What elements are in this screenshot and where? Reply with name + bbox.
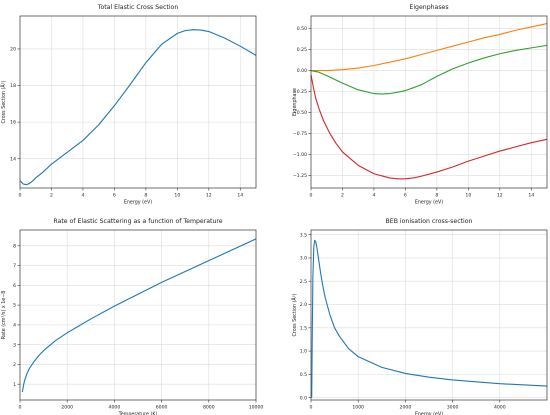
x-tick-label: 8000: [203, 405, 215, 411]
x-tick-label: 3000: [447, 405, 459, 411]
y-tick-label: 2.0: [300, 302, 307, 308]
plot-area: [311, 230, 547, 400]
x-tick-label: 12: [206, 193, 212, 199]
y-tick-label: 0.50: [297, 26, 307, 32]
y-tick-label: 3.0: [300, 256, 307, 262]
y-tick-label: 16: [10, 120, 16, 126]
x-tick-label: 14: [237, 193, 243, 199]
x-tick-label: 10000: [249, 405, 264, 411]
x-tick-label: 4: [372, 193, 375, 199]
y-tick-label: 5: [13, 303, 16, 309]
x-tick-label: 8: [144, 193, 147, 199]
chart-title: Rate of Elastic Scattering as a function…: [53, 218, 222, 225]
y-tick-label: 7: [13, 263, 16, 269]
y-tick-label: 2.5: [300, 279, 307, 285]
x-tick-label: 6: [113, 193, 116, 199]
x-axis-label: Temperature (K): [118, 412, 158, 415]
y-tick-label: 4: [13, 322, 16, 328]
y-tick-label: 1.5: [300, 325, 307, 331]
y-tick-label: −1.25: [293, 173, 307, 179]
chart-panel-1: 0 2 4 6 8 10 12 14 14 16 18 20 Total Elastic Cross S…: [0, 4, 257, 206]
y-tick-label: 0.5: [300, 372, 307, 378]
y-tick-label: −0.75: [293, 131, 307, 137]
y-axis-label: Eigenphase: [292, 88, 298, 116]
x-tick-label: 1000: [352, 405, 364, 411]
x-tick-label: 2000: [400, 405, 412, 411]
axes-frame: [19, 229, 257, 401]
x-tick-label: 8: [435, 193, 438, 199]
x-axis-label: Energy (eV): [124, 200, 152, 206]
y-tick-label: 1.0: [300, 349, 307, 355]
y-tick-label: 14: [10, 156, 16, 162]
y-tick-label: 0.00: [297, 68, 307, 74]
x-tick-label: 6: [404, 193, 407, 199]
series-line-3: [310, 74, 548, 180]
y-tick-label: 6: [13, 283, 16, 289]
y-axis-label: Cross Section (Å²): [291, 293, 298, 336]
x-tick-label: 12: [497, 193, 503, 199]
y-tick-label: 3.5: [300, 232, 307, 238]
x-tick-label: 0: [19, 193, 22, 199]
x-tick-label: 2000: [61, 405, 73, 411]
x-tick-label: 14: [528, 193, 534, 199]
x-tick-label: 4000: [109, 405, 121, 411]
chart-panel-2: 0 2 4 6 8 10 12 14 −1.25 −1.00 −0.75 −0.50 −0.25 0.00…: [292, 4, 548, 206]
axes-frame: [19, 15, 257, 189]
chart-title: BEB ionisation cross-section: [386, 218, 473, 225]
x-tick-label: 6000: [156, 405, 168, 411]
series-line-1: [19, 29, 257, 186]
chart-panel-3: 0 2000 4000 6000 8000 10000 1 2 3 4 5 6 7 8 Rate of El…: [1, 218, 263, 415]
series-line-2: [310, 44, 548, 95]
series-line-1: [311, 239, 548, 398]
x-axis-label: Energy (eV): [415, 200, 443, 206]
y-tick-label: −1.00: [293, 152, 307, 158]
x-tick-label: 10: [174, 193, 180, 199]
axes-frame: [310, 15, 548, 189]
plot-area: [20, 16, 256, 188]
y-tick-label: 2: [13, 362, 16, 368]
y-tick-label: 20: [10, 47, 16, 53]
y-tick-label: 3: [13, 342, 16, 348]
y-axis-label: Cross Section (Å²): [0, 80, 7, 123]
chart-title: Eigenphases: [409, 4, 448, 11]
y-tick-label: 1: [13, 382, 16, 388]
chart-title: Total Elastic Cross Section: [97, 4, 179, 11]
x-tick-label: 10: [465, 193, 471, 199]
y-tick-label: −0.50: [293, 110, 307, 116]
x-tick-label: 0: [310, 193, 313, 199]
series-line-1: [21, 238, 257, 393]
axes-frame: [310, 229, 548, 401]
y-tick-label: 8: [13, 243, 16, 249]
y-tick-label: −0.25: [293, 89, 307, 95]
y-tick-label: 18: [10, 83, 16, 89]
x-tick-label: 4000: [494, 405, 506, 411]
y-tick-label: 0.0: [300, 395, 307, 401]
chart-panel-4: 0 1000 2000 3000 4000 0.0 0.5 1.0 1.5 2.0 2.5 3.0 3.…: [291, 218, 548, 415]
x-tick-label: 2: [341, 193, 344, 199]
plot-area: [311, 16, 547, 188]
y-tick-label: 0.25: [297, 47, 307, 53]
series-line-1: [311, 23, 548, 72]
x-tick-label: 0: [19, 405, 22, 411]
x-tick-label: 0: [310, 405, 313, 411]
x-axis-label: Energy (eV): [415, 412, 443, 415]
x-tick-label: 4: [81, 193, 84, 199]
x-tick-label: 2: [50, 193, 53, 199]
y-axis-label: Rate (cm³/s) x 1e−8: [1, 291, 7, 340]
plot-area: [20, 230, 256, 400]
